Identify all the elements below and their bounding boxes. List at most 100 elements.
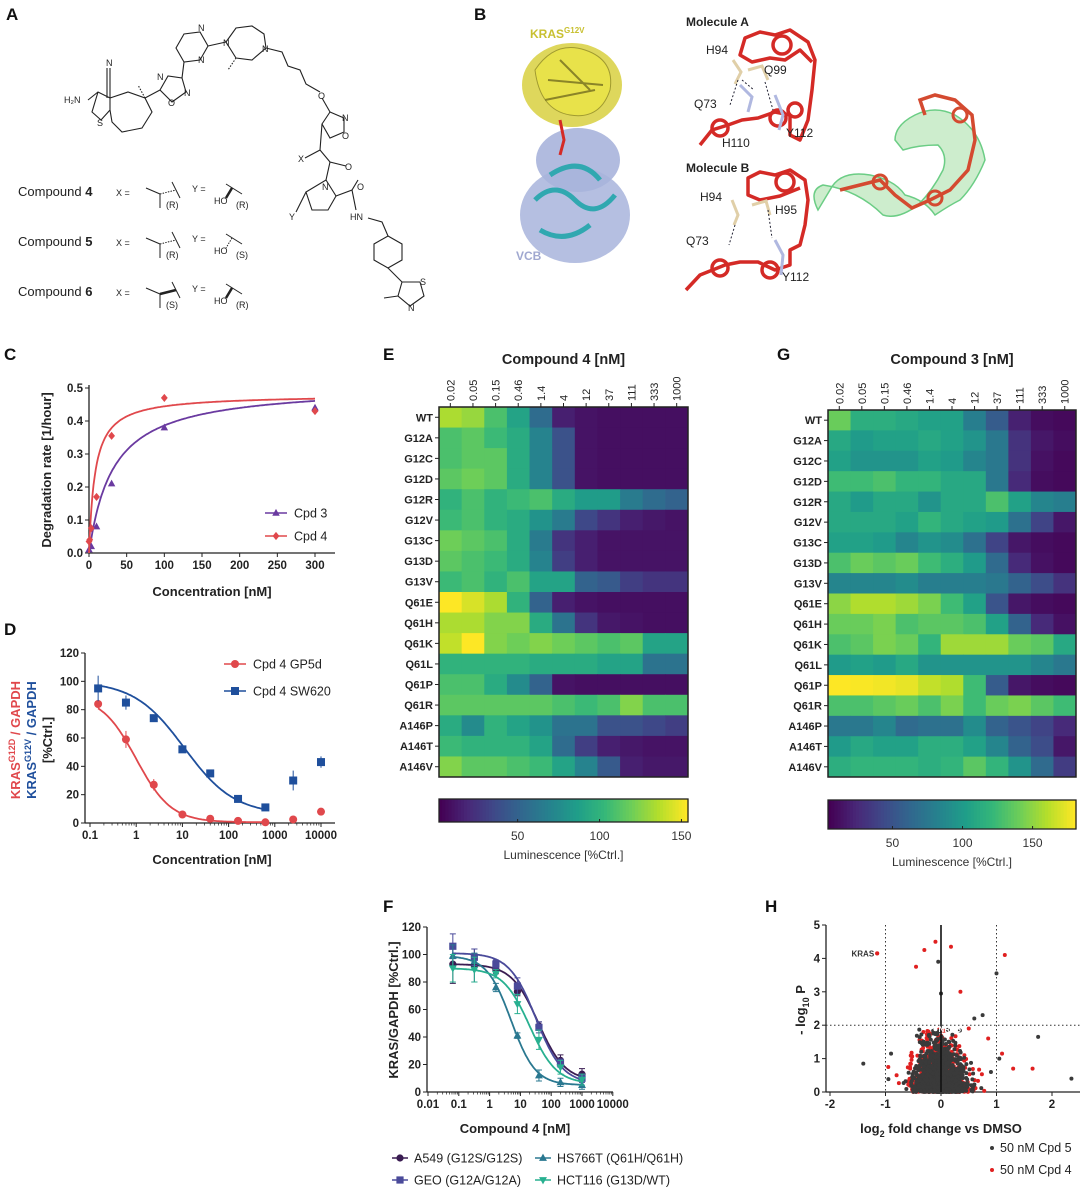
data-point	[946, 1045, 951, 1050]
heatmap-cell	[828, 511, 852, 533]
heatmap-cell	[665, 530, 689, 552]
atom-label: S	[420, 277, 426, 287]
heatmap-cell	[506, 407, 531, 429]
data-point	[261, 818, 270, 827]
heatmap-cell	[940, 756, 964, 778]
heatmap-cell	[1008, 613, 1032, 635]
colorbar-tick-label: 50	[886, 836, 900, 850]
colorbar-segment	[1038, 800, 1043, 829]
colorbar-segment	[454, 799, 459, 822]
series-hct116: HCT116 (G13D/WT)	[448, 954, 670, 1188]
data-point	[906, 1082, 911, 1087]
heatmap-cell	[529, 571, 553, 593]
data-point	[957, 1044, 962, 1049]
heatmap-cell	[1008, 471, 1032, 493]
atom-label: N	[342, 113, 349, 123]
heatmap-cell	[665, 407, 689, 429]
atom-label: HN	[350, 212, 363, 222]
y-label-superscript: G12D	[7, 738, 17, 762]
atom-label: N	[198, 23, 205, 33]
y-tick-label: 2	[814, 1020, 820, 1032]
colorbar-segment	[961, 800, 965, 829]
atom-label: N	[157, 72, 164, 82]
row-label: A146T	[400, 741, 433, 753]
x-equals: X =	[116, 188, 130, 198]
data-point	[964, 1071, 969, 1076]
colorbar-segment	[485, 799, 490, 822]
heatmap-cell	[940, 675, 964, 696]
heatmap-cell	[642, 489, 666, 511]
row-label: A146T	[789, 741, 822, 753]
row-label: Q61P	[405, 680, 433, 692]
data-point	[958, 1048, 963, 1053]
colorbar-segment	[902, 800, 907, 829]
y-label-part: - log	[793, 1007, 808, 1034]
colorbar-segment	[532, 799, 537, 822]
atom-label: H₂N	[64, 95, 81, 105]
heatmap-cell	[985, 573, 1009, 594]
data-point	[311, 407, 319, 416]
heatmap-cell	[439, 756, 463, 778]
colorbar-segment	[473, 799, 477, 822]
data-point	[917, 1084, 922, 1089]
residue-sticks-blue	[738, 83, 785, 276]
colorbar-segment	[877, 800, 882, 829]
heatmap-cell	[873, 511, 897, 533]
y-equals: Y =	[192, 184, 206, 194]
heatmap-cell	[552, 407, 576, 429]
heatmap-cell	[439, 674, 463, 696]
heatmap-cell	[1030, 675, 1054, 696]
y-attach-bond	[225, 183, 243, 195]
heatmap-cell	[529, 448, 553, 470]
heatmap-cell	[574, 509, 598, 531]
colorbar-segment	[1004, 800, 1009, 829]
data-point	[904, 1087, 909, 1092]
heatmap-cell	[620, 612, 644, 634]
heatmap-cell	[1008, 756, 1032, 778]
residue-label: Y112	[782, 270, 809, 284]
heatmap-cell	[918, 552, 942, 574]
colorbar-segment	[1063, 800, 1068, 829]
heatmap-cell	[439, 448, 463, 470]
colorbar-segment	[911, 800, 916, 829]
heatmap-cell	[985, 410, 1009, 431]
row-label: G12V	[405, 515, 434, 527]
data-point	[928, 1056, 933, 1061]
atom-label: Y	[289, 212, 295, 222]
colorbar-segment	[678, 799, 683, 822]
column-label: 1.4	[924, 389, 936, 404]
data-point	[492, 960, 500, 968]
panel-label-b: B	[474, 5, 486, 24]
colorbar-segment	[1023, 800, 1027, 829]
chart-f: 0.01 0.1 1 10 100 1000 10000 0 20 40 60 80 100 120 Com…	[386, 922, 683, 1188]
x-tick-label: 100	[542, 1099, 561, 1111]
heatmap-cell	[506, 756, 531, 778]
heatmap-cell	[597, 550, 621, 572]
colorbar-segment	[1066, 800, 1071, 829]
row-label: G12D	[404, 474, 433, 486]
data-point	[491, 983, 500, 991]
colorbar-segment	[616, 799, 621, 822]
x-tick-label: 300	[305, 560, 324, 572]
heatmap-cell	[552, 735, 576, 757]
panel-label-a: A	[6, 5, 18, 24]
heatmap-cell	[918, 532, 942, 554]
heatmap-cell	[873, 756, 897, 778]
heatmap-cell	[552, 592, 576, 614]
y-tick-label: 0.0	[67, 548, 83, 560]
data-point	[948, 944, 953, 949]
heatmap-cell	[461, 448, 485, 470]
heatmap-cell	[850, 695, 874, 717]
x-tick-label: 1000	[569, 1099, 595, 1111]
x-config: (R)	[166, 200, 179, 210]
data-point	[966, 1026, 971, 1031]
heatmap-cell	[439, 633, 463, 655]
residue-label: H94	[700, 190, 722, 204]
series-hs766t: HS766T (Q61H/Q61H)	[448, 944, 683, 1166]
compound-name: Compound	[18, 184, 85, 199]
colorbar-segment	[445, 799, 449, 822]
colorbar-segment	[644, 799, 649, 822]
heatmap-cell	[918, 593, 942, 615]
heatmap-cell	[642, 448, 666, 470]
y-tick-label: 0.5	[67, 383, 84, 395]
